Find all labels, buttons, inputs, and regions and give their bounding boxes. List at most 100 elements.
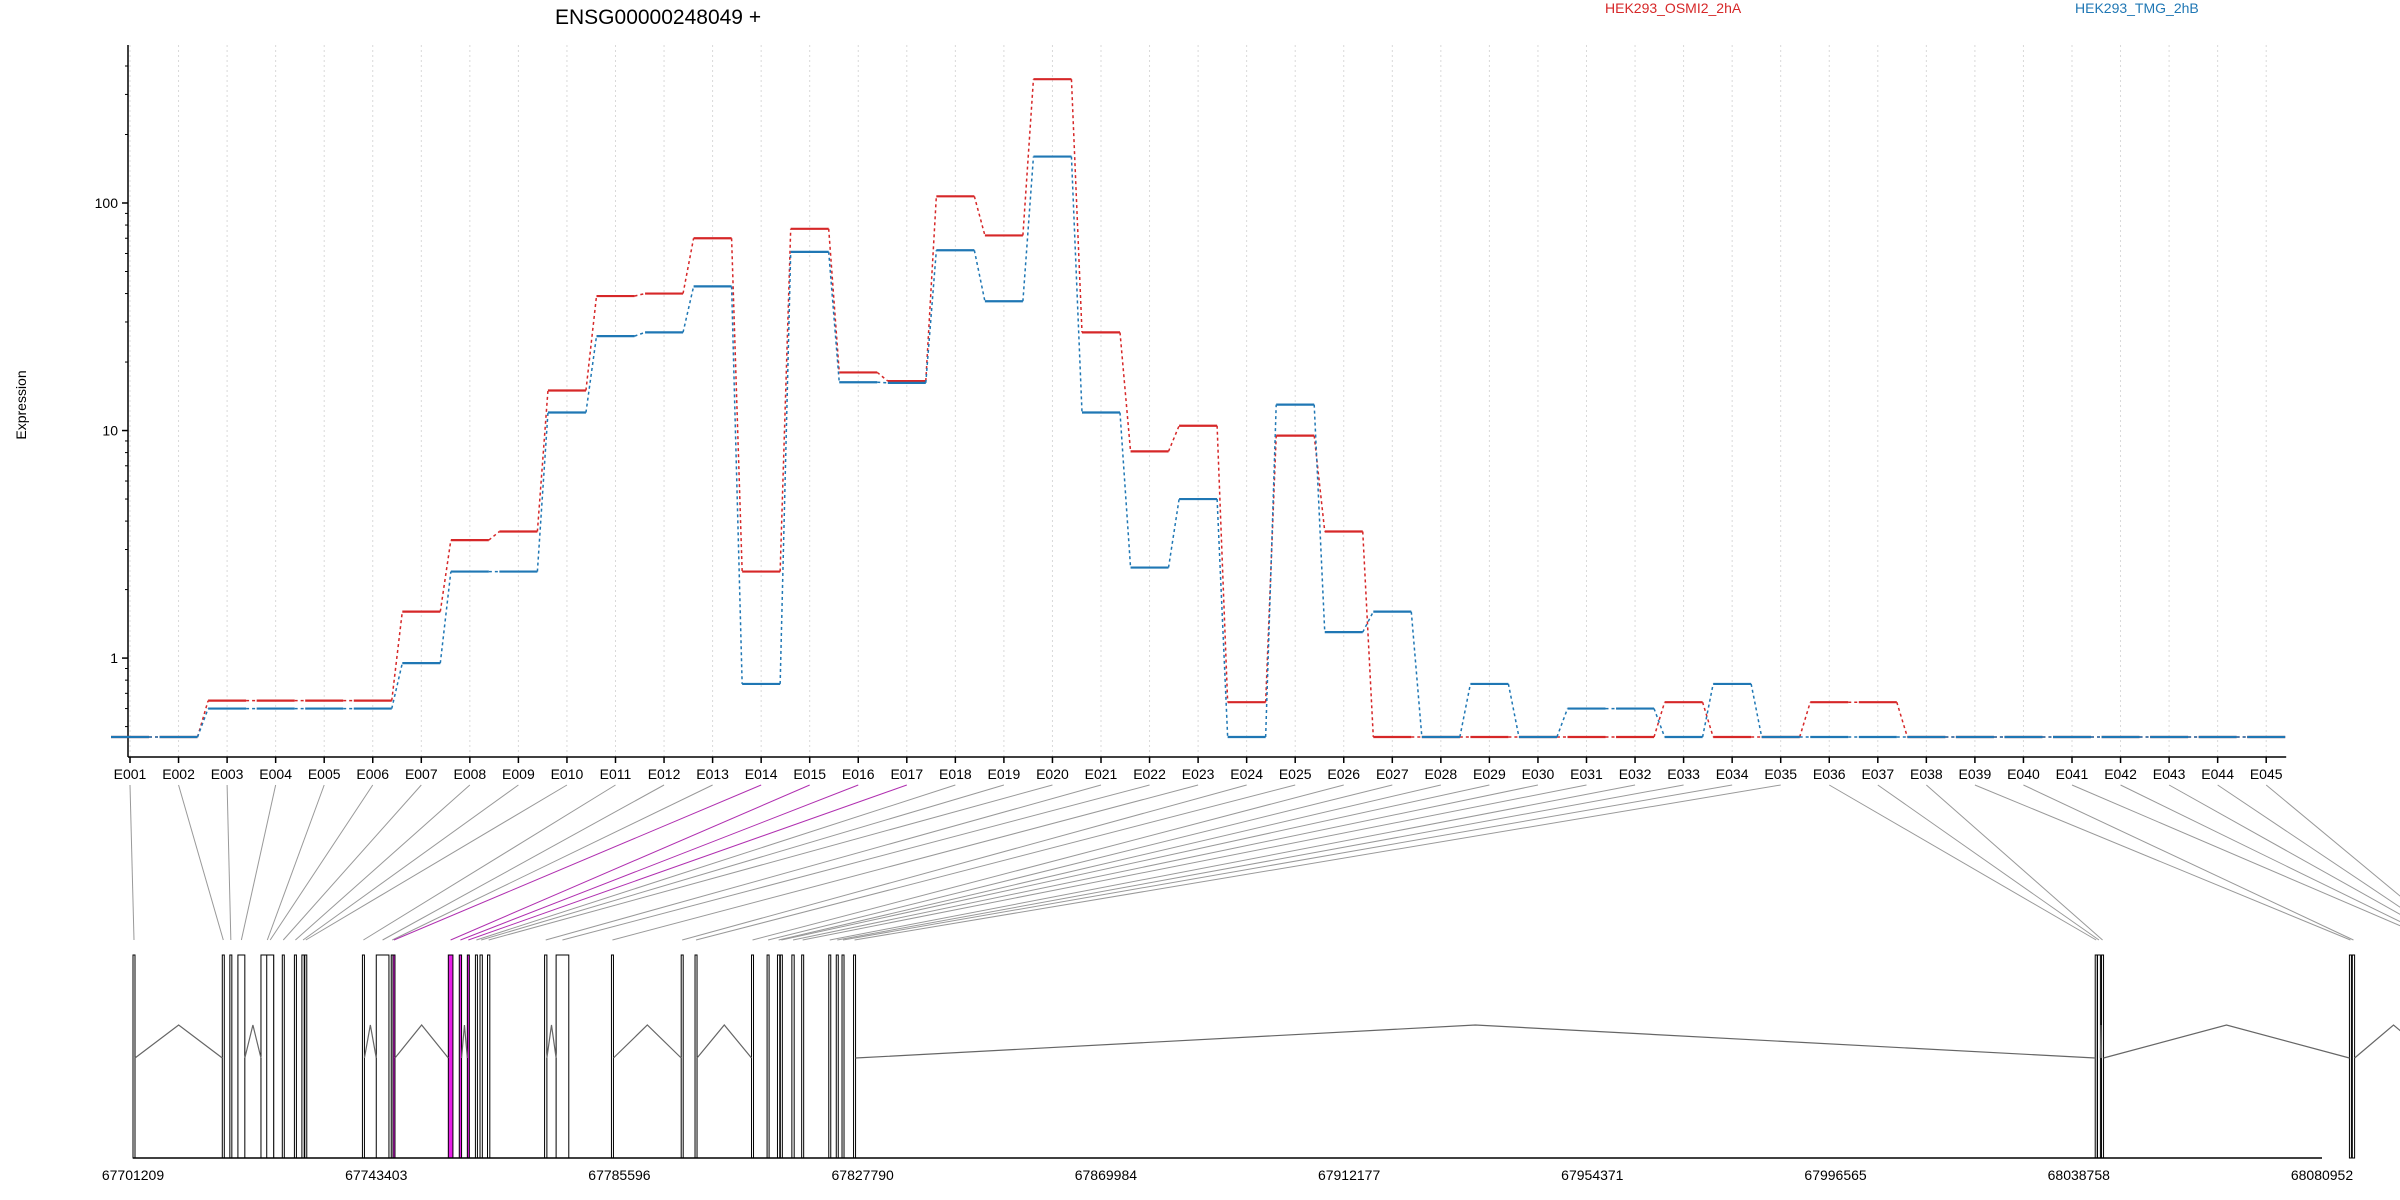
coordinate-label: 68038758 [2048, 1167, 2111, 1183]
exon-connector [1828, 784, 2097, 941]
series-connector [1362, 611, 1374, 633]
legend-label-series-2: HEK293_TMG_2hB [2075, 0, 2199, 16]
series-connector [827, 251, 840, 383]
y-tick-label: 10 [102, 423, 118, 439]
exon-connector [178, 784, 224, 941]
exon-connector [612, 784, 1199, 941]
y-tick-label: 1 [110, 650, 118, 666]
exon-connector [829, 784, 1636, 941]
legend-label-series-1: HEK293_OSMI2_2hA [1605, 0, 1742, 16]
exon-connector [226, 784, 232, 941]
exon-box [835, 954, 839, 1159]
series-connector [391, 662, 404, 709]
intron-line [696, 1024, 752, 1059]
exon-connector [682, 784, 1247, 941]
exon-box [841, 954, 845, 1159]
exon-connector [842, 784, 1733, 941]
series-connector [682, 286, 695, 333]
series-connector [1070, 79, 1083, 333]
x-tick-label: E009 [502, 766, 535, 782]
x-tick-label: E021 [1085, 766, 1118, 782]
series-connector [1313, 435, 1326, 532]
exon-connector [282, 784, 422, 941]
intron-line [2354, 1024, 2400, 1059]
series-connector [1167, 498, 1180, 568]
series-connector [634, 292, 646, 297]
x-tick-label: E010 [551, 766, 584, 782]
exon-connector [450, 784, 810, 941]
coordinate-label: 67701209 [102, 1167, 165, 1183]
exon-connector [468, 784, 907, 941]
exon-connector [2168, 784, 2400, 915]
x-tick-label: E003 [211, 766, 244, 782]
series-connector [585, 295, 598, 391]
exon-connector [854, 784, 1781, 941]
intron-line [460, 1024, 468, 1059]
exon-box [447, 954, 454, 1159]
series-connector [1216, 425, 1229, 703]
exon-connector [767, 784, 1393, 941]
x-tick-label: E041 [2056, 766, 2089, 782]
series-connector [682, 238, 695, 294]
series-connector [730, 238, 743, 572]
exon-box [776, 954, 781, 1159]
coordinate-axis: 67701209 67743403 67785596 67827790 67869984… [102, 1157, 2353, 1183]
series-connector [1701, 701, 1714, 738]
exon-box [301, 954, 305, 1159]
series-connector [391, 611, 404, 701]
series-connector [1896, 701, 1909, 738]
series-connector [196, 700, 209, 738]
exon-connector [382, 784, 665, 941]
exon-connector [802, 784, 1587, 941]
x-tick-label: E039 [1959, 766, 1992, 782]
coordinate-label: 67743403 [345, 1167, 408, 1183]
exon-box [304, 954, 308, 1159]
x-tick-label: E008 [453, 766, 486, 782]
x-tick-label: E042 [2104, 766, 2137, 782]
exon-box [392, 954, 396, 1159]
x-tick-label: E025 [1279, 766, 1312, 782]
exon-connector [476, 784, 956, 941]
exon-connector [266, 784, 325, 941]
x-tick-label: E013 [696, 766, 729, 782]
x-tick-label: E007 [405, 766, 438, 782]
series-connector [1167, 425, 1180, 452]
series-connector [1313, 404, 1326, 633]
exon-connector [240, 784, 277, 941]
exon-connector [837, 784, 1684, 941]
exon-box [610, 954, 614, 1159]
exon-connector [392, 784, 713, 941]
exon-connector [460, 784, 859, 941]
exon-connector [129, 784, 135, 941]
exon-connector [363, 784, 616, 941]
series-connector [1556, 708, 1569, 738]
x-tick-label: E022 [1133, 766, 1166, 782]
exon-box [853, 954, 857, 1159]
series-connector [1701, 683, 1714, 738]
coordinate-label: 67996565 [1804, 1167, 1867, 1183]
x-tick-label: E030 [1522, 766, 1555, 782]
intron-line [546, 1024, 557, 1059]
series-connector [1070, 156, 1083, 413]
series-connector [585, 336, 598, 413]
exon-box [375, 954, 390, 1159]
exon-box [2094, 954, 2098, 1159]
series-1 [111, 78, 2286, 739]
series-connector [1119, 412, 1132, 568]
x-tick-label: E031 [1570, 766, 1603, 782]
series-connector [1216, 499, 1229, 738]
y-axis-label: Expression [13, 370, 29, 439]
x-tick-label: E029 [1473, 766, 1506, 782]
exon-box [779, 954, 783, 1159]
exon-connector [2217, 784, 2400, 908]
x-tick-label: E004 [259, 766, 292, 782]
exon-box [2348, 954, 2352, 1159]
exon-connector [302, 784, 519, 941]
intron-line [2103, 1024, 2350, 1059]
series-connector [730, 286, 743, 684]
exon-box [487, 954, 491, 1159]
exon-box [132, 954, 136, 1159]
x-tick-label: E015 [793, 766, 826, 782]
series-connector [536, 412, 549, 572]
